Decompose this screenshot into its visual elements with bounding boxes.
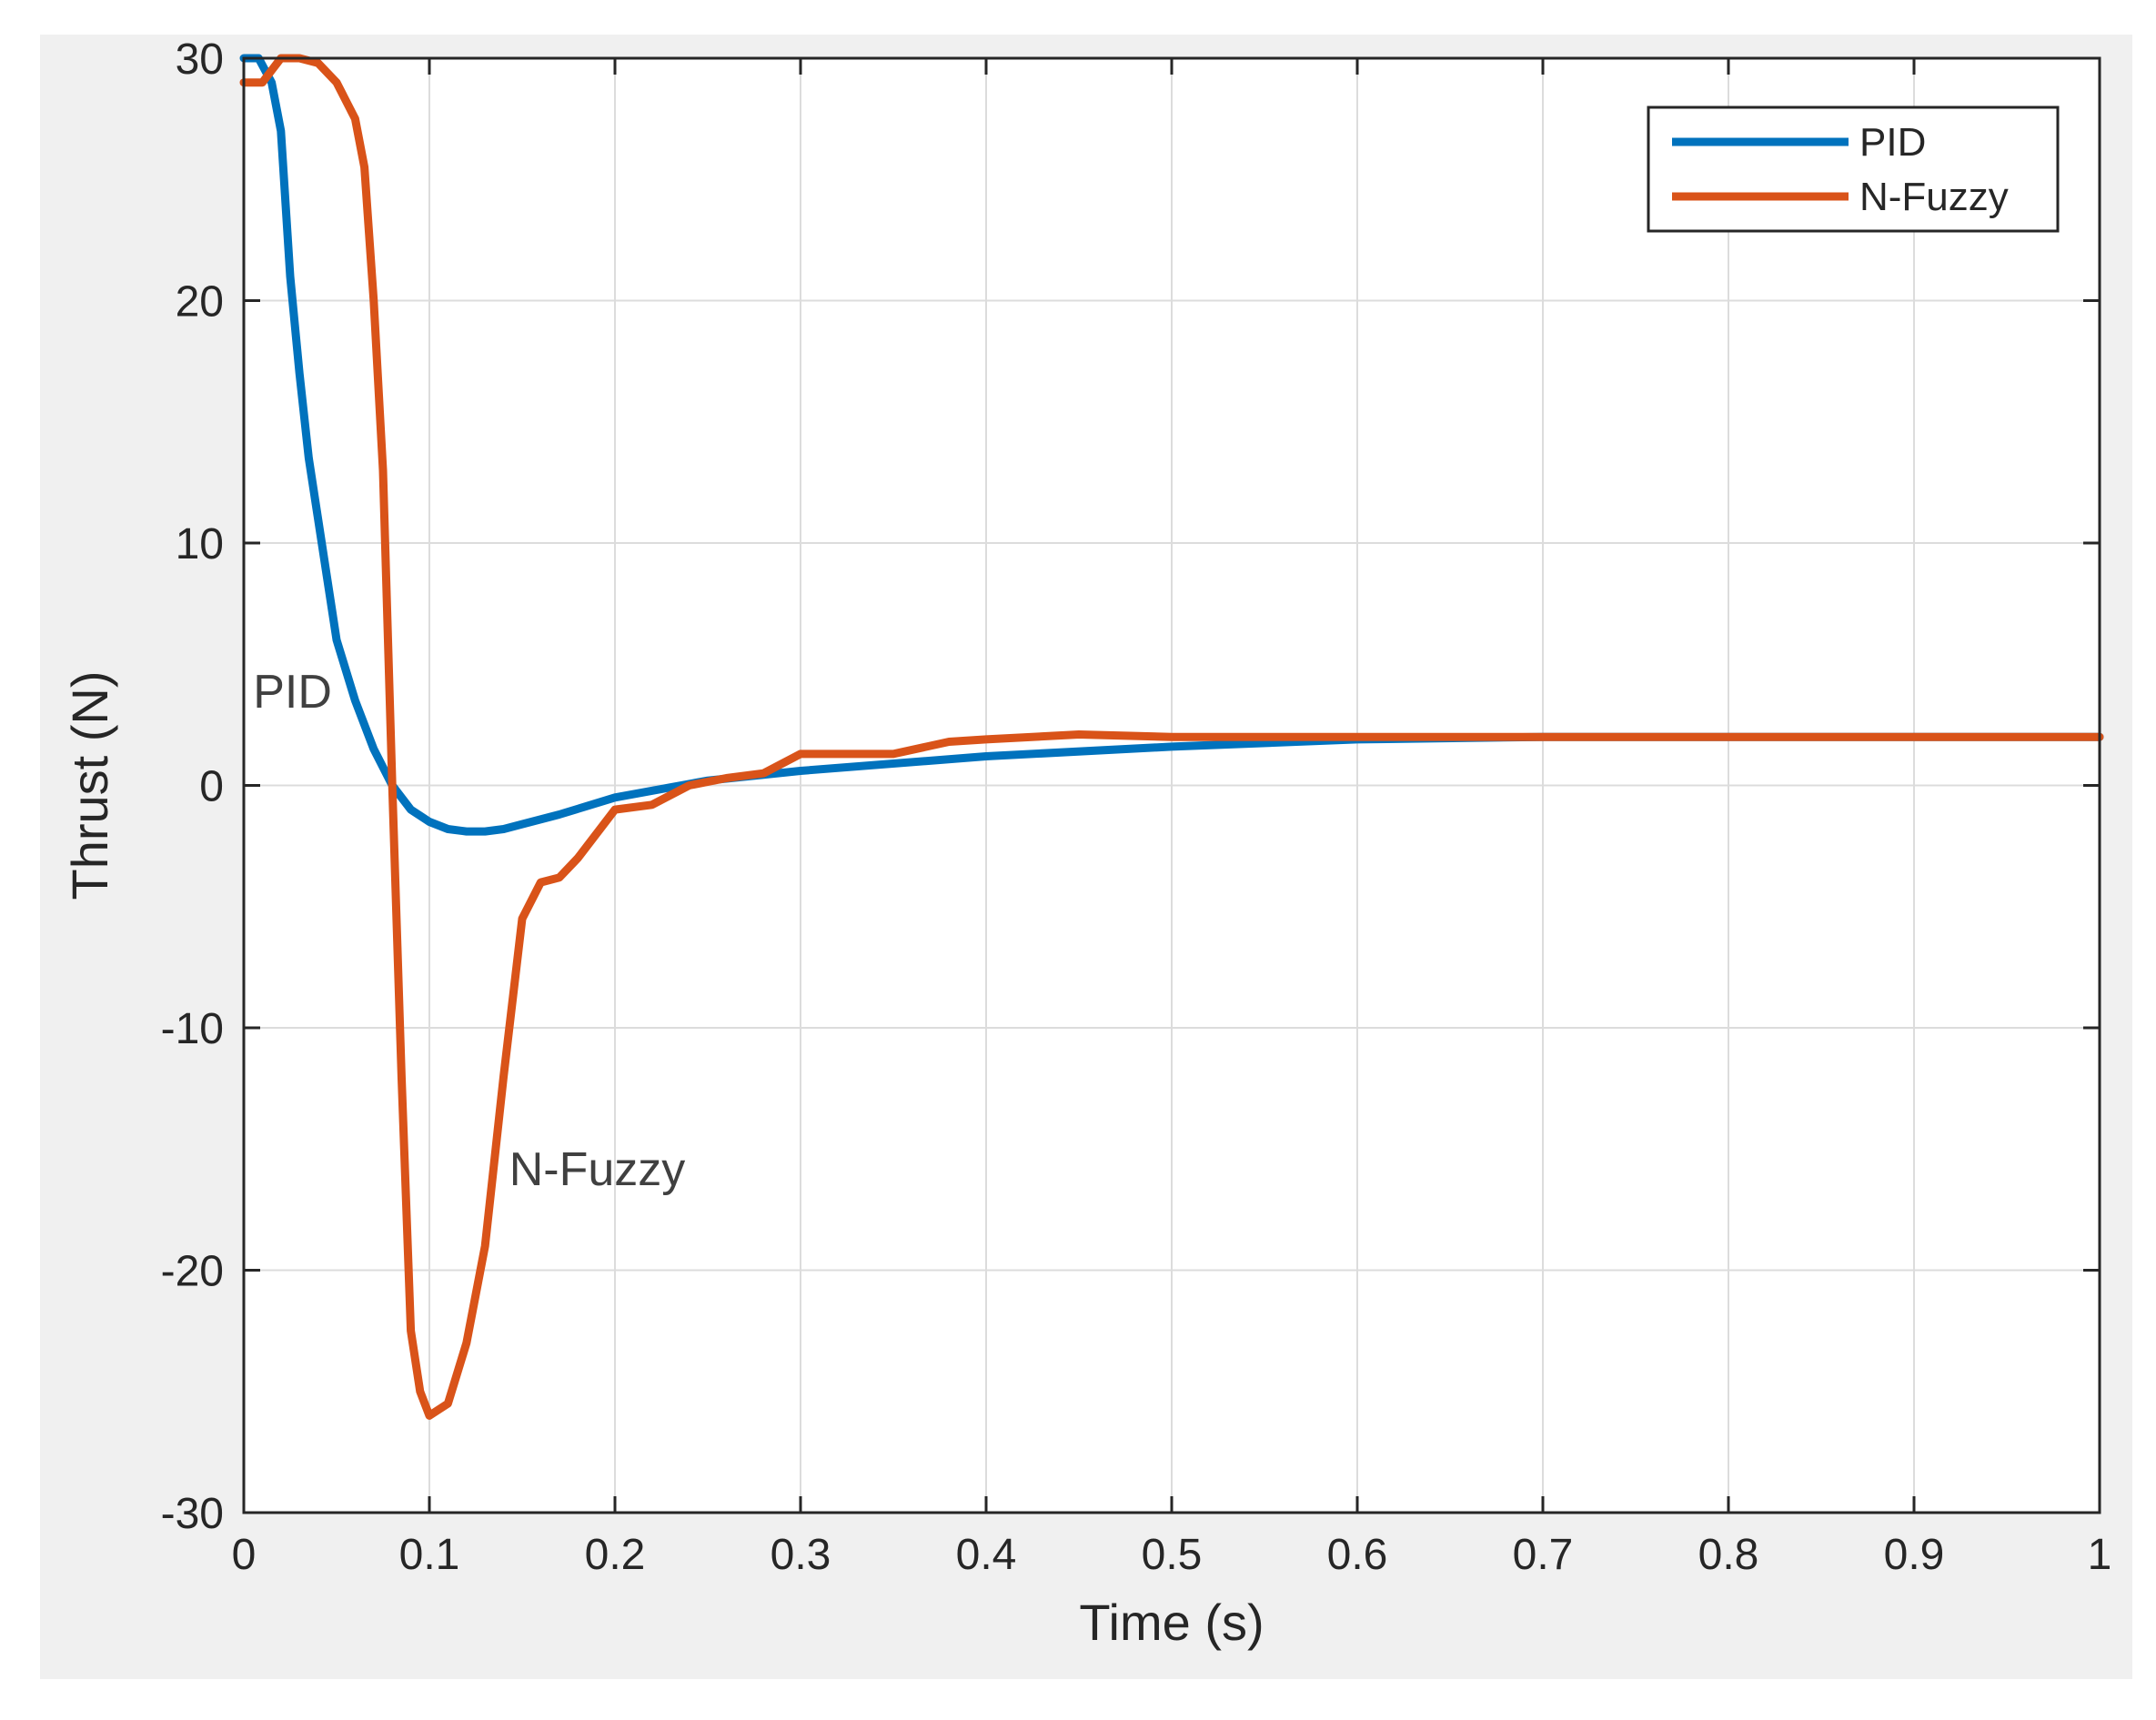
x-tick-label: 0.6 (1327, 1531, 1388, 1579)
x-tick-label: 0.5 (1142, 1531, 1203, 1579)
x-tick-label: 0.2 (585, 1531, 646, 1579)
annotation-label: PID (253, 666, 332, 719)
y-tick-label: 10 (176, 520, 224, 568)
series-line-n-fuzzy (239, 54, 2104, 1420)
x-tick-label: 0.4 (956, 1531, 1017, 1579)
x-tick-label: 1 (2088, 1531, 2112, 1579)
y-tick-label: -30 (161, 1490, 224, 1538)
y-tick-label: 30 (176, 35, 224, 84)
annotations: PID N-Fuzzy (253, 666, 685, 1196)
x-tick-label: 0.8 (1698, 1531, 1759, 1579)
y-tick-label: 0 (199, 763, 224, 811)
x-tick-label: 0.7 (1513, 1531, 1574, 1579)
series-line-pid (239, 54, 2104, 836)
legend-box (1647, 106, 2060, 233)
x-tick-label: 0.3 (771, 1531, 831, 1579)
legend-entry-label: N-Fuzzy (1859, 175, 2009, 219)
x-axis-label: Time (s) (1079, 1594, 1264, 1651)
series-lines (239, 54, 2104, 1420)
annotation-label: N-Fuzzy (509, 1143, 686, 1196)
y-tick-label: -10 (161, 1005, 224, 1053)
y-tick-label: -20 (161, 1248, 224, 1296)
x-tick-label: 0.1 (399, 1531, 460, 1579)
x-tick-label: 0.9 (1884, 1531, 1945, 1579)
legend: PID N-Fuzzy (1647, 106, 2060, 233)
y-tick-label: 20 (176, 278, 224, 327)
legend-entry-label: PID (1859, 120, 1926, 165)
y-axis-label: Thrust (N) (61, 671, 118, 900)
x-tick-label: 0 (232, 1531, 257, 1579)
ticks: 0 0.1 0.2 0.3 0.4 0.5 0.6 0.7 0.8 0.9 1 -30 -20 -10 0 1… (161, 35, 2112, 1579)
